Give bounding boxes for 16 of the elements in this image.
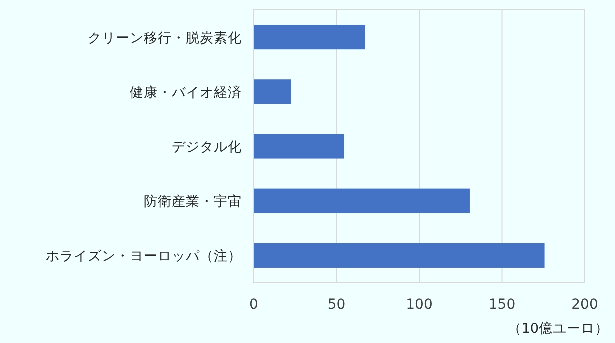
- x-tick-label: 150: [488, 297, 516, 313]
- x-tick-label: 50: [328, 297, 346, 313]
- y-tick-label: 防衛産業・宇宙: [144, 194, 242, 210]
- bar: [254, 80, 292, 104]
- x-tick-label: 100: [406, 297, 433, 313]
- y-tick-label: 健康・バイオ経済: [130, 84, 242, 101]
- y-tick-label: デジタル化: [172, 140, 242, 156]
- y-tick-label: クリーン移行・脱炭素化: [88, 30, 242, 46]
- bar: [254, 243, 545, 268]
- bar: [254, 25, 366, 50]
- x-tick-label: 200: [572, 297, 598, 313]
- x-tick-label: 0: [250, 297, 258, 313]
- x-axis-title: （10億ユーロ）: [508, 321, 609, 337]
- bar: [254, 188, 470, 214]
- y-tick-label: ホライズン・ヨーロッパ（注）: [46, 248, 242, 265]
- bar: [254, 134, 344, 159]
